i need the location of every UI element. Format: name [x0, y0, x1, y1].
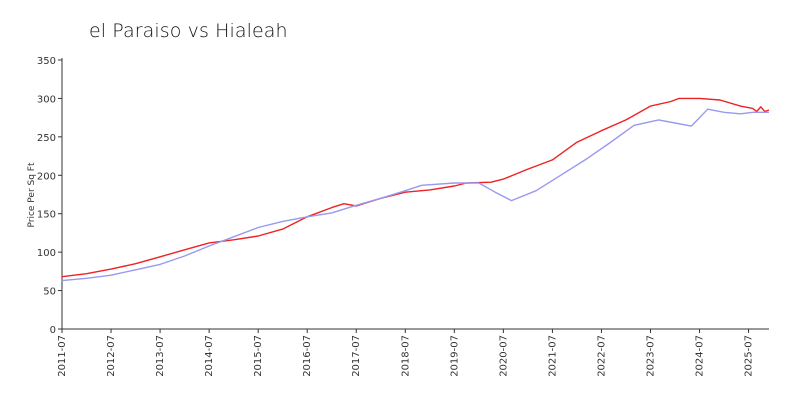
chart-title: el Paraiso vs Hialeah	[89, 20, 288, 42]
y-tick-label: 150	[37, 210, 56, 221]
series-line-2	[61, 108, 769, 282]
y-tick-label: 200	[37, 171, 56, 182]
series-layer	[61, 97, 770, 282]
tick-layer: 0 50 100 150 200 250 300 350 2011-07 2012-07 2013-…	[37, 56, 755, 377]
y-tick-label: 100	[37, 248, 56, 259]
y-tick-label: 300	[37, 94, 56, 105]
x-tick-label: 2014-07	[204, 335, 215, 377]
y-axis-label: Price Per Sq Ft	[27, 162, 37, 227]
x-tick-label: 2020-07	[498, 335, 509, 377]
x-tick-label: 2017-07	[351, 335, 362, 377]
y-tick-label: 250	[37, 133, 56, 144]
x-tick-label: 2013-07	[155, 335, 166, 377]
axes	[61, 58, 769, 330]
x-tick-label: 2016-07	[302, 335, 313, 377]
x-tick-label: 2025-07	[744, 335, 755, 377]
x-tick-label: 2015-07	[253, 335, 264, 377]
x-tick-label: 2018-07	[400, 335, 411, 377]
x-tick-label: 2022-07	[596, 335, 607, 377]
x-tick-label: 2023-07	[645, 335, 656, 377]
x-tick-label: 2012-07	[106, 335, 117, 377]
y-tick-label: 0	[50, 325, 56, 336]
x-tick-label: 2024-07	[695, 335, 706, 377]
y-tick-label: 50	[43, 287, 56, 298]
x-tick-label: 2019-07	[449, 335, 460, 377]
x-tick-label: 2021-07	[547, 335, 558, 377]
y-tick-label: 350	[37, 56, 56, 67]
x-tick-label: 2011-07	[57, 335, 68, 377]
